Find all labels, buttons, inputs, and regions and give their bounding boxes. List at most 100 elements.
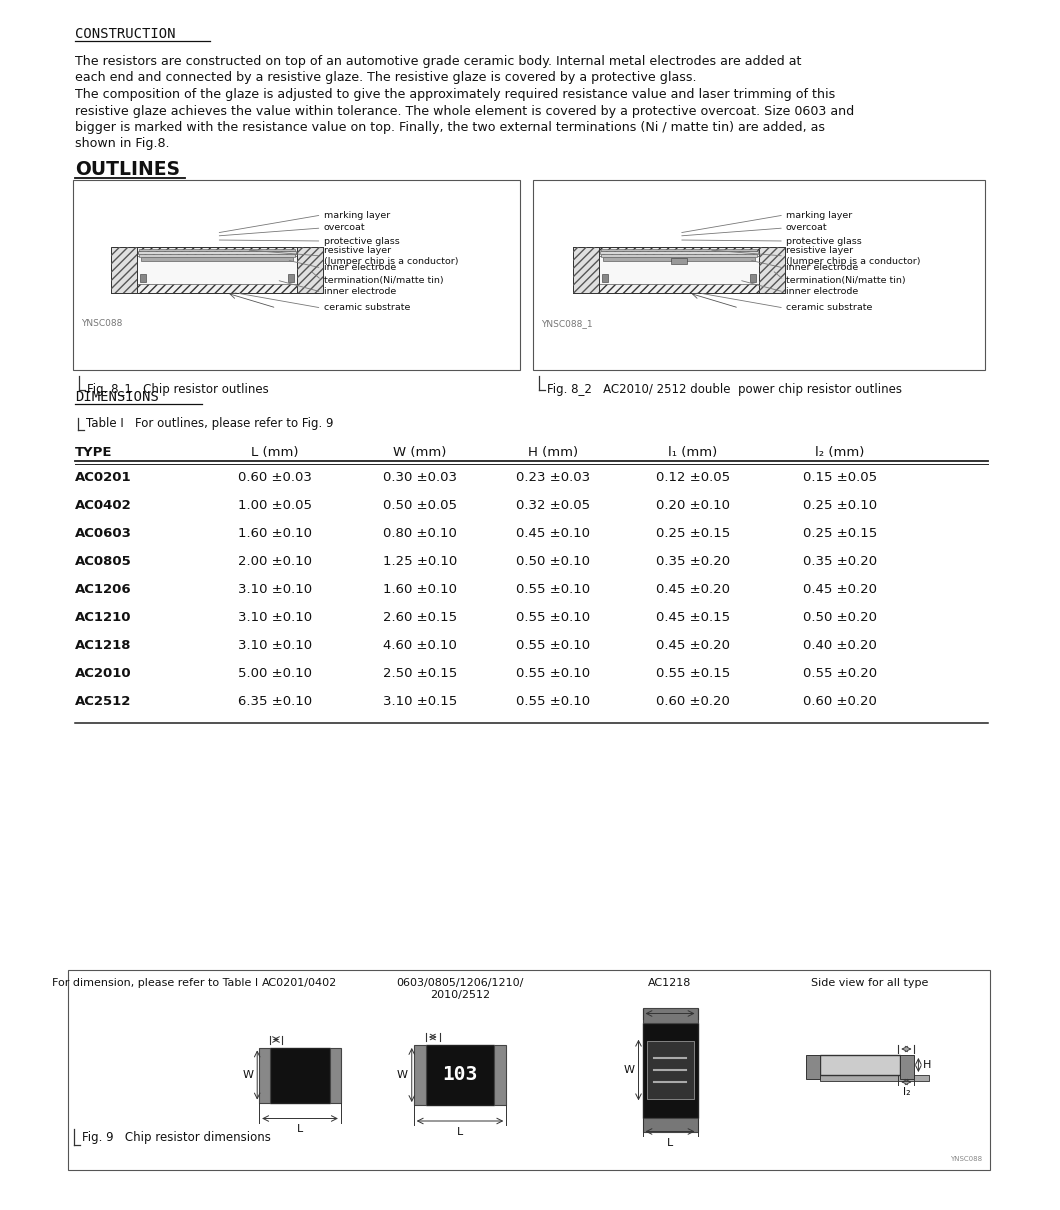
Bar: [820, 1074, 929, 1081]
Text: l₂ (mm): l₂ (mm): [815, 446, 865, 459]
Text: 0.40 ±0.20: 0.40 ±0.20: [803, 639, 877, 652]
Bar: [820, 1055, 900, 1074]
Text: 3.10 ±0.15: 3.10 ±0.15: [383, 695, 457, 708]
Text: ceramic substrate: ceramic substrate: [787, 304, 872, 312]
Text: 0.45 ±0.20: 0.45 ±0.20: [803, 583, 877, 597]
Text: 0.55 ±0.10: 0.55 ±0.10: [516, 639, 590, 652]
Text: 0.12 ±0.05: 0.12 ±0.05: [656, 471, 730, 484]
Bar: [642, 1022, 697, 1118]
Bar: [287, 273, 294, 282]
Text: 0.50 ±0.20: 0.50 ±0.20: [803, 611, 877, 624]
Text: 3.10 ±0.10: 3.10 ±0.10: [237, 611, 312, 624]
Text: 1.00 ±0.05: 1.00 ±0.05: [238, 499, 312, 512]
Text: YNSC088: YNSC088: [950, 1156, 982, 1162]
Text: OUTLINES: OUTLINES: [75, 160, 180, 179]
Text: 0.45 ±0.15: 0.45 ±0.15: [656, 611, 730, 624]
Bar: [73, 180, 520, 370]
Text: 0.25 ±0.15: 0.25 ±0.15: [656, 528, 730, 540]
Text: Table I   For outlines, please refer to Fig. 9: Table I For outlines, please refer to Fi…: [86, 417, 334, 431]
Text: overcoat: overcoat: [787, 224, 828, 232]
Bar: [601, 254, 757, 257]
Text: 0.50 ±0.10: 0.50 ±0.10: [516, 555, 590, 567]
Text: DIMENSIONS: DIMENSIONS: [75, 390, 159, 404]
Bar: [140, 273, 145, 282]
Text: resistive glaze achieves the value within tolerance. The whole element is covere: resistive glaze achieves the value withi…: [75, 104, 854, 117]
Text: 0.30 ±0.03: 0.30 ±0.03: [383, 471, 457, 484]
Bar: [330, 1048, 341, 1102]
Text: 0.80 ±0.10: 0.80 ±0.10: [383, 528, 457, 540]
Text: AC1218: AC1218: [649, 978, 692, 989]
Text: resistive layer
(Jumper chip is a conductor): resistive layer (Jumper chip is a conduc…: [787, 247, 920, 266]
Text: L: L: [667, 1137, 673, 1147]
Text: L (mm): L (mm): [251, 446, 299, 459]
Bar: [601, 249, 757, 250]
Bar: [68, 970, 990, 1170]
Text: 0.32 ±0.05: 0.32 ±0.05: [516, 499, 590, 512]
Bar: [138, 250, 296, 254]
Bar: [603, 257, 755, 261]
Text: YNSC088_1: YNSC088_1: [541, 319, 593, 328]
Text: 0.25 ±0.15: 0.25 ±0.15: [802, 528, 877, 540]
Text: shown in Fig.8.: shown in Fig.8.: [75, 138, 170, 150]
Bar: [413, 1045, 426, 1105]
Bar: [110, 247, 322, 293]
Text: l₁ (mm): l₁ (mm): [669, 446, 718, 459]
Bar: [573, 247, 599, 293]
Bar: [533, 180, 985, 370]
Text: 6.35 ±0.10: 6.35 ±0.10: [237, 695, 312, 708]
Text: 0.55 ±0.10: 0.55 ±0.10: [516, 583, 590, 597]
Text: W: W: [242, 1070, 253, 1081]
Text: 2.60 ±0.15: 2.60 ±0.15: [383, 611, 457, 624]
Text: AC0201/0402: AC0201/0402: [263, 978, 338, 989]
Text: AC1210: AC1210: [75, 611, 131, 624]
Bar: [573, 247, 785, 293]
Text: AC0805: AC0805: [75, 555, 131, 567]
Bar: [110, 247, 137, 293]
Bar: [139, 254, 295, 257]
Text: Side view for all type: Side view for all type: [811, 978, 929, 989]
Bar: [110, 247, 137, 293]
Bar: [270, 1048, 330, 1102]
Text: 0.45 ±0.20: 0.45 ±0.20: [656, 639, 730, 652]
Text: protective glass: protective glass: [787, 236, 862, 246]
Bar: [573, 247, 599, 293]
Text: 0.60 ±0.20: 0.60 ±0.20: [656, 695, 730, 708]
Text: AC0402: AC0402: [75, 499, 131, 512]
Text: 2.50 ±0.15: 2.50 ±0.15: [383, 667, 457, 680]
Text: TYPE: TYPE: [75, 446, 112, 459]
Bar: [750, 273, 756, 282]
Text: 0603/0805/1206/1210/
2010/2512: 0603/0805/1206/1210/ 2010/2512: [396, 978, 524, 999]
Bar: [260, 1048, 270, 1102]
Bar: [137, 257, 297, 284]
Bar: [900, 1055, 915, 1079]
Text: 0.50 ±0.05: 0.50 ±0.05: [383, 499, 457, 512]
Text: 3.10 ±0.10: 3.10 ±0.10: [237, 639, 312, 652]
Text: The composition of the glaze is adjusted to give the approximately required resi: The composition of the glaze is adjusted…: [75, 88, 835, 100]
Text: AC2512: AC2512: [75, 695, 131, 708]
Bar: [573, 247, 785, 293]
Bar: [642, 1008, 697, 1022]
Text: inner electrode: inner electrode: [787, 264, 859, 272]
Text: inner electrode: inner electrode: [323, 264, 395, 272]
Text: 0.35 ±0.20: 0.35 ±0.20: [656, 555, 730, 567]
Text: marking layer: marking layer: [323, 211, 390, 219]
Text: Fig. 8_2   AC2010/ 2512 double  power chip resistor outlines: Fig. 8_2 AC2010/ 2512 double power chip …: [547, 384, 902, 397]
Text: 0.60 ±0.03: 0.60 ±0.03: [238, 471, 312, 484]
Text: 1.60 ±0.10: 1.60 ±0.10: [383, 583, 457, 597]
Text: 0.23 ±0.03: 0.23 ±0.03: [516, 471, 590, 484]
Text: 5.00 ±0.10: 5.00 ±0.10: [238, 667, 312, 680]
Text: 0.35 ±0.20: 0.35 ±0.20: [802, 555, 877, 567]
Text: termination(Ni/matte tin): termination(Ni/matte tin): [787, 276, 905, 284]
Text: 0.55 ±0.15: 0.55 ±0.15: [656, 667, 730, 680]
Bar: [599, 257, 759, 284]
Text: 103: 103: [442, 1066, 478, 1084]
Text: 0.15 ±0.05: 0.15 ±0.05: [802, 471, 877, 484]
Text: 2.00 ±0.10: 2.00 ±0.10: [238, 555, 312, 567]
Text: CONSTRUCTION: CONSTRUCTION: [75, 27, 176, 41]
Text: W: W: [396, 1070, 408, 1081]
Text: ceramic substrate: ceramic substrate: [323, 304, 410, 312]
Bar: [671, 258, 687, 264]
Text: 0.45 ±0.20: 0.45 ±0.20: [656, 583, 730, 597]
Bar: [494, 1045, 507, 1105]
Text: each end and connected by a resistive glaze. The resistive glaze is covered by a: each end and connected by a resistive gl…: [75, 71, 696, 85]
